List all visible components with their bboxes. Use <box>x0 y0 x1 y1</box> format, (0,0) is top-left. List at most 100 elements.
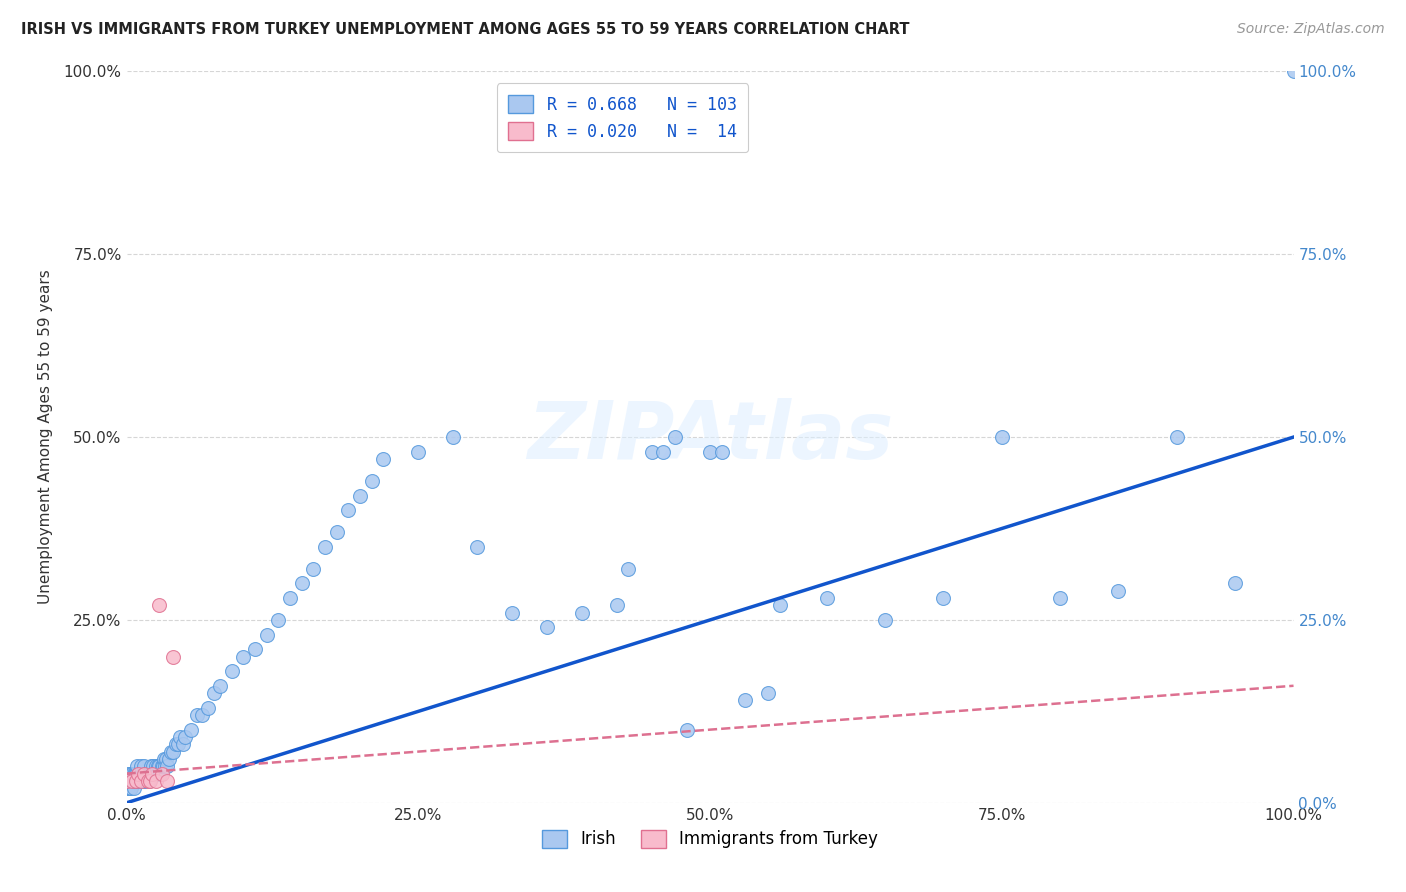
Point <box>136 766 159 780</box>
Point <box>152 759 174 773</box>
Point <box>118 766 141 780</box>
Point <box>191 708 214 723</box>
Point <box>153 759 176 773</box>
Point <box>125 773 148 788</box>
Point <box>131 773 153 788</box>
Point <box>162 649 184 664</box>
Point <box>115 773 138 788</box>
Point <box>139 773 162 788</box>
Point <box>349 489 371 503</box>
Point <box>325 525 347 540</box>
Point <box>150 766 173 780</box>
Point <box>652 444 675 458</box>
Point <box>360 474 382 488</box>
Point <box>120 773 142 788</box>
Point <box>141 766 163 780</box>
Point <box>129 759 152 773</box>
Point <box>121 773 143 788</box>
Point <box>267 613 290 627</box>
Point <box>148 599 170 613</box>
Point <box>617 562 640 576</box>
Point <box>145 773 167 788</box>
Point <box>373 452 395 467</box>
Point <box>990 430 1012 444</box>
Point <box>118 773 141 788</box>
Point <box>169 730 191 744</box>
Point <box>501 606 523 620</box>
Point <box>734 693 756 707</box>
Point <box>132 766 155 780</box>
Point <box>314 540 336 554</box>
Point <box>1049 591 1071 605</box>
Point <box>875 613 897 627</box>
Point <box>125 773 148 788</box>
Point <box>139 766 162 780</box>
Point <box>441 430 464 444</box>
Point <box>167 737 190 751</box>
Point <box>125 773 148 788</box>
Point <box>157 752 180 766</box>
Point <box>1223 576 1246 591</box>
Point <box>132 766 155 780</box>
Point <box>124 773 146 788</box>
Point <box>337 503 360 517</box>
Point <box>139 759 162 773</box>
Point <box>143 766 166 780</box>
Text: Source: ZipAtlas.com: Source: ZipAtlas.com <box>1237 22 1385 37</box>
Point <box>127 773 149 788</box>
Point <box>186 708 208 723</box>
Point <box>122 766 145 780</box>
Point <box>160 745 183 759</box>
Point <box>408 444 430 458</box>
Point <box>124 766 146 780</box>
Point <box>232 649 254 664</box>
Point <box>769 599 792 613</box>
Point <box>121 766 143 780</box>
Point <box>756 686 779 700</box>
Point <box>278 591 301 605</box>
Point <box>536 620 558 634</box>
Y-axis label: Unemployment Among Ages 55 to 59 years: Unemployment Among Ages 55 to 59 years <box>38 269 52 605</box>
Point <box>150 759 173 773</box>
Point <box>243 642 266 657</box>
Point <box>125 759 148 773</box>
Point <box>221 664 243 678</box>
Point <box>815 591 838 605</box>
Point <box>121 773 143 788</box>
Point <box>125 766 148 780</box>
Point <box>1108 583 1130 598</box>
Point <box>675 723 697 737</box>
Point <box>132 773 155 788</box>
Point <box>149 766 172 780</box>
Point <box>135 773 157 788</box>
Point <box>118 773 141 788</box>
Text: ZIPAtlas: ZIPAtlas <box>527 398 893 476</box>
Point <box>641 444 664 458</box>
Point <box>699 444 721 458</box>
Point <box>148 759 170 773</box>
Point <box>138 773 160 788</box>
Point <box>606 599 628 613</box>
Point <box>465 540 488 554</box>
Point <box>208 679 231 693</box>
Point <box>153 752 176 766</box>
Point <box>664 430 686 444</box>
Point <box>155 752 177 766</box>
Point <box>120 781 142 796</box>
Point <box>172 737 194 751</box>
Point <box>122 781 145 796</box>
Point <box>129 773 152 788</box>
Point <box>156 759 179 773</box>
Point <box>1282 64 1305 78</box>
Point <box>118 781 141 796</box>
Point <box>117 766 139 780</box>
Point <box>256 627 278 641</box>
Point <box>141 766 163 780</box>
Point <box>197 700 219 714</box>
Point <box>146 759 169 773</box>
Point <box>1166 430 1188 444</box>
Point <box>180 723 202 737</box>
Point <box>115 773 138 788</box>
Point <box>142 759 165 773</box>
Point <box>127 766 149 780</box>
